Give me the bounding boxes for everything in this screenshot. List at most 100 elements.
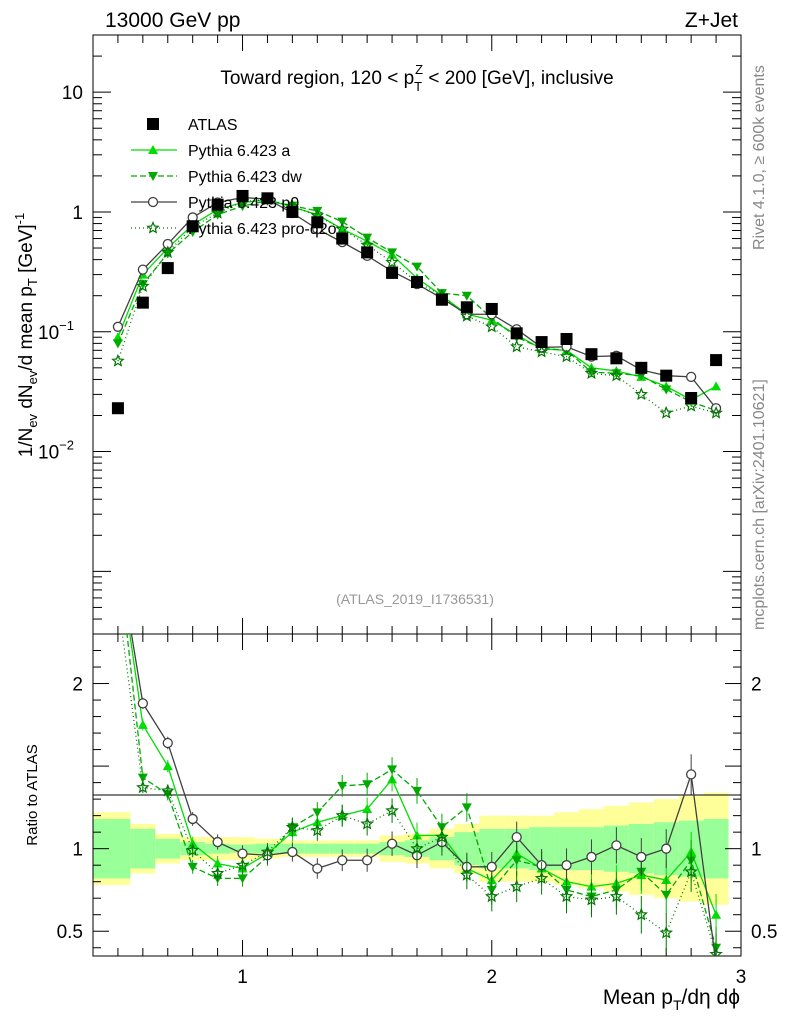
star-marker	[146, 220, 160, 234]
y-tick-label: 10−1	[38, 318, 74, 344]
star-marker	[235, 858, 250, 871]
atlas-point	[261, 192, 274, 205]
triangle-down-marker	[461, 803, 472, 813]
x-axis-label: Mean pT/dη dϕ	[603, 986, 740, 1013]
atlas-point	[286, 205, 299, 218]
star-marker	[410, 841, 424, 855]
band-stat	[329, 843, 355, 854]
triangle-down-marker	[113, 547, 123, 556]
triangle-down-marker	[661, 890, 672, 900]
triangle-down-marker	[461, 291, 472, 301]
ratio-tick-label-right: 2	[751, 675, 762, 696]
triangle-down-marker	[187, 862, 198, 872]
x-tick-label: 2	[486, 967, 497, 988]
triangle-down-marker	[412, 262, 422, 272]
legend-label-atlas: ATLAS	[188, 117, 238, 134]
legend-label-pythia-6-423-a: Pythia 6.423 a	[188, 143, 290, 160]
triangle-marker	[711, 909, 722, 919]
triangle-down-marker	[162, 249, 173, 259]
circle-marker	[187, 813, 198, 825]
circle-marker	[486, 861, 497, 872]
star-marker	[385, 255, 399, 269]
band-stat	[304, 843, 330, 854]
triangle-marker	[137, 719, 148, 729]
atlas-point	[560, 333, 573, 346]
atlas-point	[211, 198, 224, 211]
atlas-point	[635, 361, 648, 374]
star-marker	[210, 205, 225, 219]
atlas-point	[136, 296, 149, 309]
circle-marker	[312, 863, 323, 874]
star-marker	[285, 820, 300, 833]
ratio-tick-label-left: 1	[72, 840, 83, 861]
star-marker	[435, 830, 449, 843]
circle-marker	[511, 831, 522, 843]
star-marker	[609, 889, 624, 903]
atlas-point	[411, 276, 423, 289]
x-axis-label-c: /dη dϕ	[682, 986, 740, 1009]
atlas-point	[610, 352, 623, 365]
star-marker	[559, 349, 574, 363]
triangle-marker	[212, 858, 223, 868]
legend-label-pythia-6-423-p0: Pythia 6.423 p0	[188, 195, 299, 212]
circle-marker	[712, 960, 721, 969]
main-series-layer	[111, 189, 723, 419]
star-marker	[709, 405, 723, 419]
ratio-line-pythia-6-423-p0	[130, 634, 716, 956]
atlas-point	[311, 216, 324, 229]
y-tick-label: 1	[72, 203, 83, 224]
star-marker	[310, 823, 324, 837]
circle-marker	[386, 838, 398, 849]
triangle-down-marker	[511, 856, 522, 866]
x-tick-label: 3	[736, 967, 747, 988]
circle-marker	[112, 321, 124, 332]
star-marker	[684, 864, 698, 878]
star-marker	[709, 947, 723, 956]
circle-marker	[686, 769, 697, 780]
atlas-point	[685, 391, 698, 404]
star-marker	[559, 889, 574, 903]
star-marker	[634, 907, 648, 921]
y-axis-label: 1/Nev dNev/d mean pT [GeV]-1	[12, 213, 40, 458]
plot-title-sup: Z	[415, 62, 423, 77]
triangle-down-marker	[387, 248, 398, 258]
ratio-y-axis-label: Ratio to ATLAS	[24, 744, 41, 845]
plot-title-sub: T	[414, 79, 422, 94]
atlas-point	[236, 189, 249, 202]
atlas-point	[111, 402, 124, 415]
ratio-tick-label-right: 0.5	[751, 922, 777, 943]
star-marker	[484, 889, 499, 903]
triangle-down-marker	[387, 765, 398, 775]
atlas-point	[585, 348, 598, 361]
energy-label: 13000 GeV pp	[105, 9, 240, 32]
circle-marker	[162, 737, 173, 749]
star-marker	[385, 803, 399, 817]
triangle-down-marker	[412, 786, 422, 796]
ratio-line-pythia-6-423-pro-q2o	[121, 634, 717, 955]
ratio-tick-label-left: 0.5	[57, 922, 83, 943]
atlas-point	[660, 369, 673, 382]
star-marker	[534, 344, 549, 358]
legend: ATLAS Pythia 6.423 a Pythia 6.423 dw Pythia…	[131, 117, 337, 238]
star-marker	[113, 596, 124, 606]
circle-marker	[287, 846, 298, 858]
star-marker	[659, 925, 674, 939]
star-marker	[360, 816, 374, 830]
star-marker	[136, 279, 150, 292]
circle-marker	[237, 848, 248, 859]
atlas-point	[161, 262, 174, 275]
atlas-point	[361, 246, 374, 259]
star-marker	[160, 245, 175, 259]
triangle-down-marker	[312, 808, 323, 818]
star-marker	[460, 309, 474, 322]
triangle-marker	[162, 761, 173, 771]
star-marker	[584, 366, 599, 380]
y-axis-label-b: ev	[25, 413, 40, 427]
star-marker	[659, 405, 674, 419]
atlas-point	[535, 336, 548, 349]
circle-marker	[611, 840, 622, 851]
rivet-version-label: Rivet 4.1.0, ≥ 600k events	[751, 65, 768, 250]
star-marker	[136, 780, 150, 794]
band-stat	[130, 828, 156, 869]
analysis-id-label: (ATLAS_2019_I1736531)	[336, 591, 494, 607]
